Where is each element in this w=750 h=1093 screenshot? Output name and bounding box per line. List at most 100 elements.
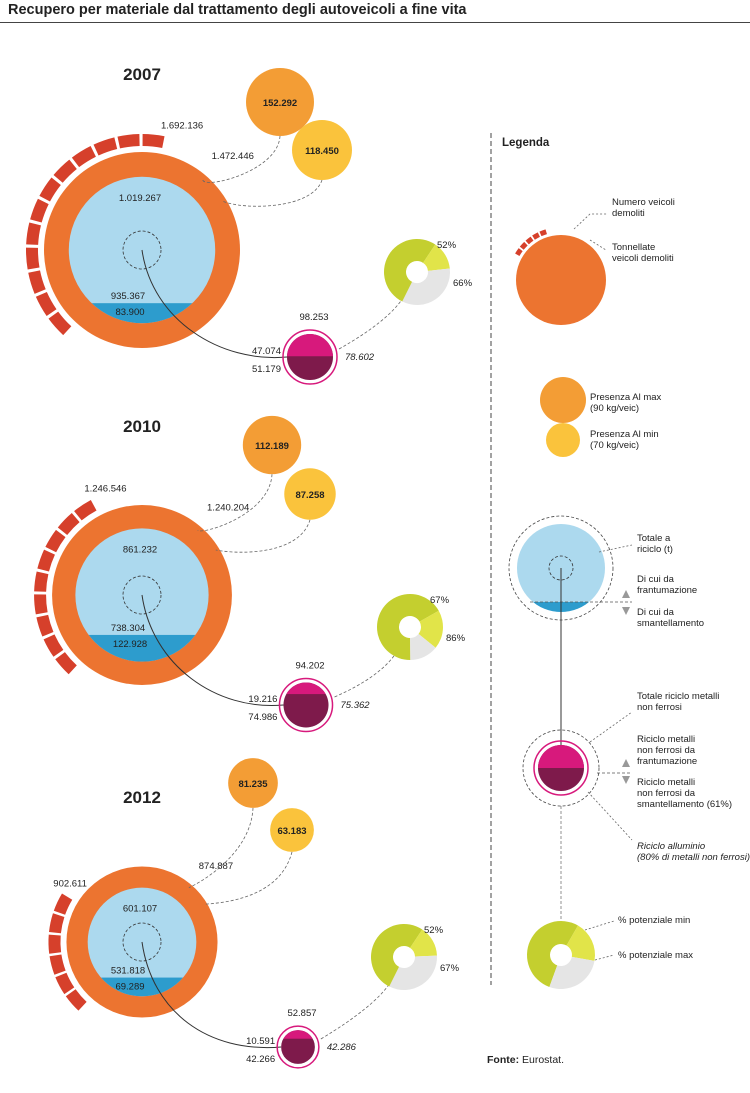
al-max-value: 152.292 <box>263 98 297 109</box>
legend-vehicles-leader <box>573 213 608 230</box>
al-min-connector <box>215 519 311 553</box>
shredding-value: 738.304 <box>111 623 145 634</box>
panel-2012: 2012 902.611 874.887 601.107 531.818 69.289 81… <box>48 758 460 1069</box>
legend-pot-max-arc <box>566 925 595 961</box>
aluminium-core-dashed <box>122 575 162 615</box>
legend-pot-min-text: % potenziale min <box>618 915 690 926</box>
tonnes-value: 874.887 <box>199 861 233 872</box>
al-min-value: 63.183 <box>277 826 306 837</box>
legend-tonnes-text-line-1: Tonnellate <box>612 242 655 253</box>
vehicles-bar-segment <box>93 137 118 156</box>
recycling-total-value: 1.019.267 <box>119 193 161 204</box>
legend-pot-max-leader <box>594 954 615 961</box>
legend-dismantling-text-line-1: Di cui da <box>637 607 675 618</box>
nonferrous-outline <box>282 329 338 385</box>
vehicles-bar-segment <box>49 954 66 975</box>
legend-aluminium-text-line-2: (80% di metalli non ferrosi) <box>637 852 750 863</box>
legend-nf-dismantling-text-line-3: smantellamento (61%) <box>637 799 732 810</box>
legend-pot-min-leader <box>584 920 615 931</box>
vehicles-bar-segment <box>74 499 97 521</box>
vehicles-bar-segment <box>142 134 165 148</box>
legend-shredding-text-line-1: Di cui da <box>637 574 675 585</box>
vehicles-bar-segment <box>48 934 62 954</box>
legend-vehicles-segment <box>519 241 528 250</box>
vehicles-bar-segment <box>28 270 46 294</box>
vehicles-bar-segment <box>55 972 75 995</box>
dismantling-value: 69.289 <box>115 982 144 993</box>
al-min-circle <box>270 808 314 852</box>
vehicles-bar-segment <box>26 222 41 245</box>
legend-nf-shredding-text-line-3: frantumazione <box>637 756 697 767</box>
panel-2007: 2007 1.692.136 1.472.446 1.019.267 935.367 83… <box>26 65 473 385</box>
al-min-value: 87.258 <box>295 490 324 501</box>
potential-min-value: 67% <box>430 595 450 606</box>
potential-rest-arc <box>389 955 437 991</box>
legend-vehicles-segment <box>532 232 540 240</box>
year-label: 2010 <box>123 417 161 436</box>
al-max-circle <box>228 758 278 808</box>
vehicles-bar-segment <box>45 529 66 553</box>
legend-nf-total-text-line-1: Totale riciclo metalli <box>637 691 719 702</box>
potential-min-arc <box>370 923 423 987</box>
legend-shredding-text-line-2: frantumazione <box>637 585 697 596</box>
nonferrous-shredding-value: 19.216 <box>248 694 277 705</box>
potential-max-arc <box>410 929 437 957</box>
vehicles-value: 1.692.136 <box>161 121 203 132</box>
legend-al-min-text-line-1: Presenza Al min <box>590 429 659 440</box>
vehicles-bar-segment <box>65 989 87 1011</box>
potential-rest-arc <box>402 268 451 305</box>
potential-max-arc <box>423 244 450 271</box>
legend-nf-top <box>538 745 584 768</box>
legend-pot-min-arc <box>526 921 578 987</box>
al-min-circle <box>284 468 336 520</box>
legend-nf-up-arrow-icon <box>622 759 630 767</box>
nonferrous-dismantling-value: 51.179 <box>252 364 281 375</box>
legend-core-dashed <box>548 555 574 581</box>
aluminium-value: 75.362 <box>341 700 371 711</box>
legend-nf-outline <box>533 740 589 796</box>
legend-nf-dismantling-text-line-2: non ferrosi da <box>637 788 696 799</box>
potential-min-arc <box>376 594 439 660</box>
vehicles-bar-segment <box>30 198 49 223</box>
nonferrous-shredding-value: 47.074 <box>252 346 281 357</box>
nonferrous-shredding-area <box>281 1030 315 1039</box>
vehicles-bar-segment <box>71 146 96 168</box>
potential-min-value: 52% <box>424 925 444 936</box>
legend-pot-rest-arc <box>549 956 595 989</box>
legend-tonnes-text-line-2: veicoli demoliti <box>612 253 674 264</box>
aluminium-core-dashed <box>122 922 162 962</box>
vehicles-bar-segment <box>34 594 48 615</box>
legend-total-text-line-1: Totale a <box>637 533 671 544</box>
nonferrous-shredding-value: 10.591 <box>246 1036 275 1047</box>
legend-dismantling-text-line-2: smantellamento <box>637 618 704 629</box>
legend-vehicles-text-line-1: Numero veicoli <box>612 197 675 208</box>
al-max-circle <box>242 415 302 475</box>
potential-max-value: 66% <box>453 278 473 289</box>
shredding-value: 935.367 <box>111 291 145 302</box>
year-panels: 2007 1.692.136 1.472.446 1.019.267 935.367 83… <box>26 65 473 1069</box>
vehicles-bar-segment <box>39 177 61 202</box>
nonferrous-outline <box>278 677 334 733</box>
vehicles-bar-segment <box>43 634 64 657</box>
title-rule <box>0 22 750 23</box>
nonferrous-connector <box>141 594 284 707</box>
al-min-circle <box>292 120 352 180</box>
legend-pot-max-text: % potenziale max <box>618 950 693 961</box>
vehicles-bar-segment <box>48 311 72 336</box>
legend-vehicles-segment <box>539 229 547 237</box>
legend-down-arrow-icon <box>622 607 630 615</box>
legend-al-min-text-line-2: (70 kg/veic) <box>590 440 639 451</box>
legend-al-min-circle <box>546 423 580 457</box>
aluminium-core-dashed <box>122 230 162 270</box>
legend-vehicles-segment <box>515 248 523 256</box>
vehicles-bar-segment <box>37 549 55 572</box>
nonferrous-shredding-area <box>287 334 333 357</box>
shredding-value: 531.818 <box>111 966 145 977</box>
potential-connector <box>338 297 404 350</box>
nonferrous-total-value: 98.253 <box>299 312 328 323</box>
vehicles-bar-segment <box>26 247 40 270</box>
legend-aluminium-text-line-1: Riciclo alluminio <box>637 841 705 852</box>
vehicles-bar-segment <box>53 159 77 183</box>
legend-up-arrow-icon <box>622 590 630 598</box>
